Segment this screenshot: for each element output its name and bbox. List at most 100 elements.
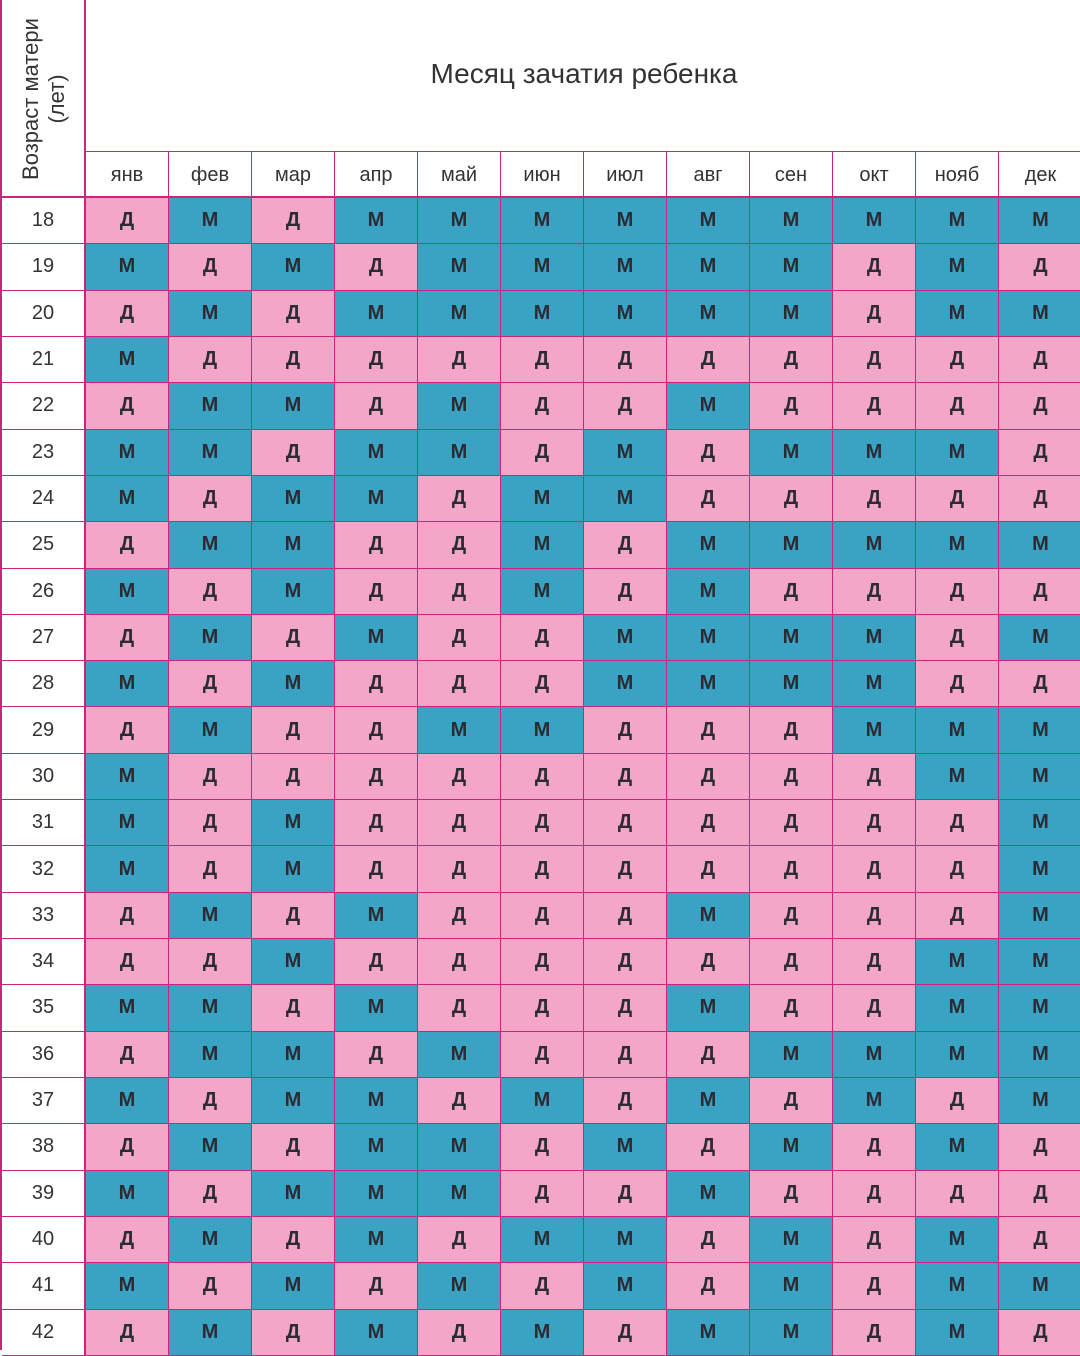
girl-cell: Д	[501, 1170, 584, 1216]
girl-cell: Д	[418, 846, 501, 892]
girl-cell: Д	[501, 336, 584, 383]
boy-cell: М	[999, 614, 1080, 661]
girl-cell: Д	[584, 1077, 667, 1124]
girl-cell: Д	[501, 753, 584, 800]
girl-cell: Д	[335, 707, 418, 753]
girl-cell: Д	[584, 939, 667, 985]
boy-cell: М	[252, 846, 335, 892]
boy-cell: М	[252, 1170, 335, 1216]
age-cell: 33	[2, 892, 86, 938]
table-row: 32 М Д М Д Д Д Д Д Д Д Д М	[2, 846, 1080, 893]
girl-cell: Д	[750, 939, 833, 985]
age-cell: 20	[2, 290, 86, 336]
girl-cell: Д	[667, 1124, 750, 1170]
girl-cell: Д	[252, 892, 335, 938]
girl-cell: Д	[750, 800, 833, 846]
boy-cell: М	[584, 1124, 667, 1170]
girl-cell: Д	[418, 661, 501, 707]
boy-cell: М	[501, 1077, 584, 1124]
boy-cell: М	[916, 1031, 999, 1077]
boy-cell: М	[916, 939, 999, 985]
table-row: 30 М Д Д Д Д Д Д Д Д Д М М	[2, 753, 1080, 801]
table-row: 19 М Д М Д М М М М М Д М Д	[2, 244, 1080, 291]
boy-cell: М	[999, 1031, 1080, 1077]
girl-cell: Д	[999, 429, 1080, 475]
girl-cell: Д	[916, 614, 999, 661]
age-header-label: Возраст матери (лет)	[18, 18, 70, 180]
girl-cell: Д	[999, 244, 1080, 290]
girl-cell: Д	[86, 198, 169, 244]
girl-cell: Д	[667, 939, 750, 985]
boy-cell: М	[252, 939, 335, 985]
girl-cell: Д	[501, 661, 584, 707]
girl-cell: Д	[999, 383, 1080, 429]
girl-cell: Д	[252, 429, 335, 475]
girl-cell: Д	[584, 336, 667, 383]
girl-cell: Д	[418, 892, 501, 938]
boy-cell: М	[667, 568, 750, 614]
girl-cell: Д	[833, 1216, 916, 1263]
boy-cell: М	[252, 1031, 335, 1077]
boy-cell: М	[501, 522, 584, 568]
age-cell: 37	[2, 1077, 86, 1124]
girl-cell: Д	[999, 475, 1080, 522]
boy-cell: М	[916, 985, 999, 1031]
girl-cell: Д	[169, 753, 252, 800]
girl-cell: Д	[833, 846, 916, 892]
girl-cell: Д	[999, 661, 1080, 707]
boy-cell: М	[252, 475, 335, 522]
boy-cell: М	[667, 1309, 750, 1355]
girl-cell: Д	[584, 892, 667, 938]
boy-cell: М	[833, 198, 916, 244]
girl-cell: Д	[667, 753, 750, 800]
boy-cell: М	[169, 429, 252, 475]
girl-cell: Д	[418, 475, 501, 522]
boy-cell: М	[750, 522, 833, 568]
girl-cell: Д	[999, 336, 1080, 383]
boy-cell: М	[750, 661, 833, 707]
girl-cell: Д	[667, 475, 750, 522]
boy-cell: М	[584, 244, 667, 290]
month-header: апр	[335, 152, 418, 196]
boy-cell: М	[86, 568, 169, 614]
boy-cell: М	[916, 522, 999, 568]
girl-cell: Д	[335, 244, 418, 290]
girl-cell: Д	[916, 892, 999, 938]
girl-cell: Д	[999, 1216, 1080, 1263]
month-header-row: янв фев мар апр май июн июл авг сен окт нояб дек	[86, 152, 1080, 198]
boy-cell: М	[667, 985, 750, 1031]
girl-cell: Д	[418, 568, 501, 614]
girl-cell: Д	[335, 661, 418, 707]
boy-cell: М	[999, 846, 1080, 892]
boy-cell: М	[86, 336, 169, 383]
boy-cell: М	[335, 198, 418, 244]
boy-cell: М	[833, 614, 916, 661]
girl-cell: Д	[750, 985, 833, 1031]
boy-cell: М	[916, 1309, 999, 1355]
boy-cell: М	[584, 661, 667, 707]
girl-cell: Д	[999, 1124, 1080, 1170]
table-row: 41 М Д М Д М Д М Д М Д М М	[2, 1263, 1080, 1310]
girl-cell: Д	[833, 568, 916, 614]
age-cell: 41	[2, 1263, 86, 1309]
girl-cell: Д	[667, 800, 750, 846]
boy-cell: М	[916, 1216, 999, 1263]
age-cell: 42	[2, 1309, 86, 1355]
table-row: 22 Д М М Д М Д Д М Д Д Д Д	[2, 383, 1080, 430]
girl-cell: Д	[335, 800, 418, 846]
age-cell: 34	[2, 939, 86, 985]
age-cell: 31	[2, 800, 86, 846]
boy-cell: М	[169, 1031, 252, 1077]
month-header: дек	[1024, 163, 1057, 186]
girl-cell: Д	[86, 614, 169, 661]
girl-cell: Д	[501, 846, 584, 892]
girl-cell: Д	[833, 985, 916, 1031]
boy-cell: М	[667, 614, 750, 661]
girl-cell: Д	[501, 985, 584, 1031]
girl-cell: Д	[833, 1170, 916, 1216]
boy-cell: М	[252, 661, 335, 707]
table-row: 27 Д М Д М Д Д М М М М Д М	[2, 614, 1080, 662]
boy-cell: М	[584, 290, 667, 336]
table-row: 26 М Д М Д Д М Д М Д Д Д Д	[2, 568, 1080, 615]
